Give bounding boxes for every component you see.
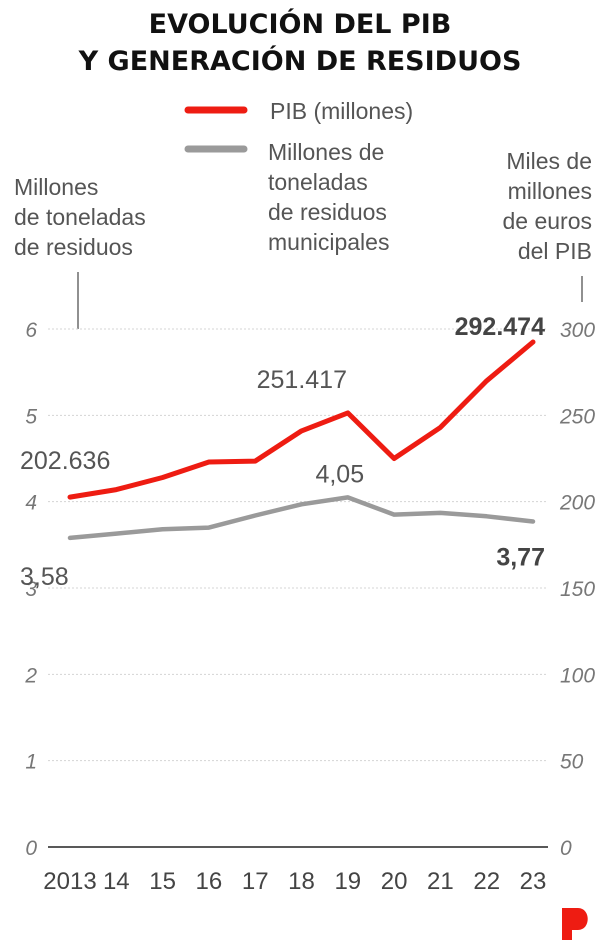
left-axis-title-line1: Millones xyxy=(14,174,98,200)
x-tick-16: 16 xyxy=(196,868,223,895)
right-axis-title: Miles de millones de euros del PIB xyxy=(502,148,592,302)
left-tick-6: 6 xyxy=(25,319,37,342)
left-tick-3: 3 xyxy=(25,578,37,601)
legend-waste-label-line3: de residuos xyxy=(268,199,387,225)
right-tick-0: 0 xyxy=(560,837,572,860)
x-tick-17: 17 xyxy=(242,868,269,895)
left-tick-1: 1 xyxy=(25,751,37,774)
left-tick-2: 2 xyxy=(24,664,37,687)
data-label-202.636: 202.636 xyxy=(20,447,110,475)
left-axis-ticks: 0 1 2 3 4 5 6 xyxy=(24,319,37,860)
data-label-3,58: 3,58 xyxy=(20,563,69,591)
right-axis-title-line4: del PIB xyxy=(518,238,592,264)
right-axis-ticks: 0 50 100 150 200 250 300 xyxy=(559,319,595,860)
series-lines xyxy=(67,339,536,541)
right-axis-title-line2: millones xyxy=(508,178,592,204)
right-axis-title-line3: de euros xyxy=(502,208,592,234)
right-tick-250: 250 xyxy=(559,405,595,428)
x-tick-22: 22 xyxy=(473,868,500,895)
left-tick-5: 5 xyxy=(25,405,37,428)
data-labels: 202.636 251.417 292.474 3,58 4,05 3,77 xyxy=(20,313,545,591)
left-tick-4: 4 xyxy=(25,492,37,515)
data-label-292.474: 292.474 xyxy=(455,313,545,341)
right-tick-50: 50 xyxy=(560,751,584,774)
left-axis-title-line3: de residuos xyxy=(14,234,133,260)
legend-waste-label-line2: toneladas xyxy=(268,169,368,195)
x-tick-20: 20 xyxy=(381,868,408,895)
x-tick-23: 23 xyxy=(520,868,547,895)
right-tick-300: 300 xyxy=(560,319,595,342)
series-line-pib xyxy=(67,339,536,500)
series-line-waste xyxy=(67,495,536,541)
data-label-4,05: 4,05 xyxy=(315,460,364,488)
left-tick-0: 0 xyxy=(25,837,37,860)
data-label-251.417: 251.417 xyxy=(257,366,347,394)
left-axis-title-line2: de toneladas xyxy=(14,204,146,230)
legend-pib-label: PIB (millones) xyxy=(270,98,413,124)
x-axis-ticks: 2013 14 15 16 17 18 19 20 21 22 23 xyxy=(43,868,546,895)
right-tick-200: 200 xyxy=(559,492,595,515)
x-tick-18: 18 xyxy=(288,868,315,895)
x-tick-2013: 2013 xyxy=(43,868,96,895)
legend-waste-label-line4: municipales xyxy=(268,229,389,255)
data-label-3,77: 3,77 xyxy=(496,544,545,572)
right-axis-title-line1: Miles de xyxy=(506,148,592,174)
legend-waste-label-line1: Millones de xyxy=(268,139,384,165)
gridlines xyxy=(48,328,548,848)
x-tick-19: 19 xyxy=(334,868,361,895)
right-tick-150: 150 xyxy=(560,578,595,601)
p-brand-logo-icon xyxy=(562,908,588,940)
x-tick-15: 15 xyxy=(149,868,176,895)
x-tick-14: 14 xyxy=(103,868,130,895)
x-tick-21: 21 xyxy=(427,868,454,895)
legend: PIB (millones) Millones de toneladas de … xyxy=(184,98,413,255)
right-tick-100: 100 xyxy=(560,664,595,687)
chart-title-line1: EVOLUCIÓN DEL PIB xyxy=(149,8,452,40)
left-axis-title: Millones de toneladas de residuos xyxy=(14,174,146,329)
chart-title-line2: Y GENERACIÓN DE RESIDUOS xyxy=(78,45,522,77)
